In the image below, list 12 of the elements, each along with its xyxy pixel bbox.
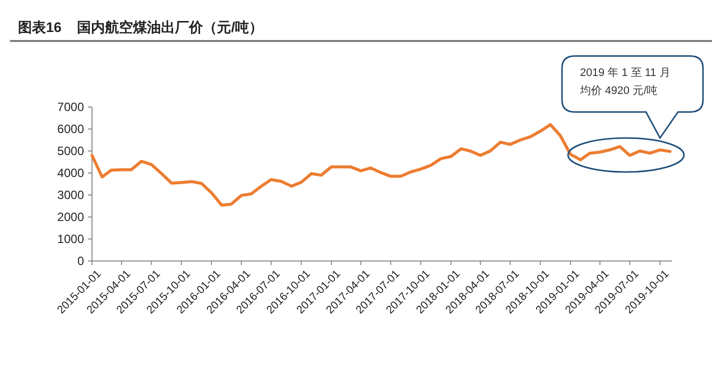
y-tick-label: 4000 [57,166,84,180]
y-tick-label: 5000 [57,144,84,158]
text: 均价 4920 元/吨 [579,84,658,97]
y-tick-label: 1000 [57,232,84,246]
y-tick-label: 0 [77,254,84,268]
y-tick-label: 6000 [57,122,84,136]
text: 2019 年 1 至 11 月 [580,67,670,79]
y-tick-label: 3000 [57,188,84,202]
y-tick-label: 7000 [57,100,84,114]
y-tick-label: 2000 [57,210,84,224]
line-series [90,123,672,207]
chart-title: 图表16 国内航空煤油出厂价（元/吨） [18,19,264,35]
